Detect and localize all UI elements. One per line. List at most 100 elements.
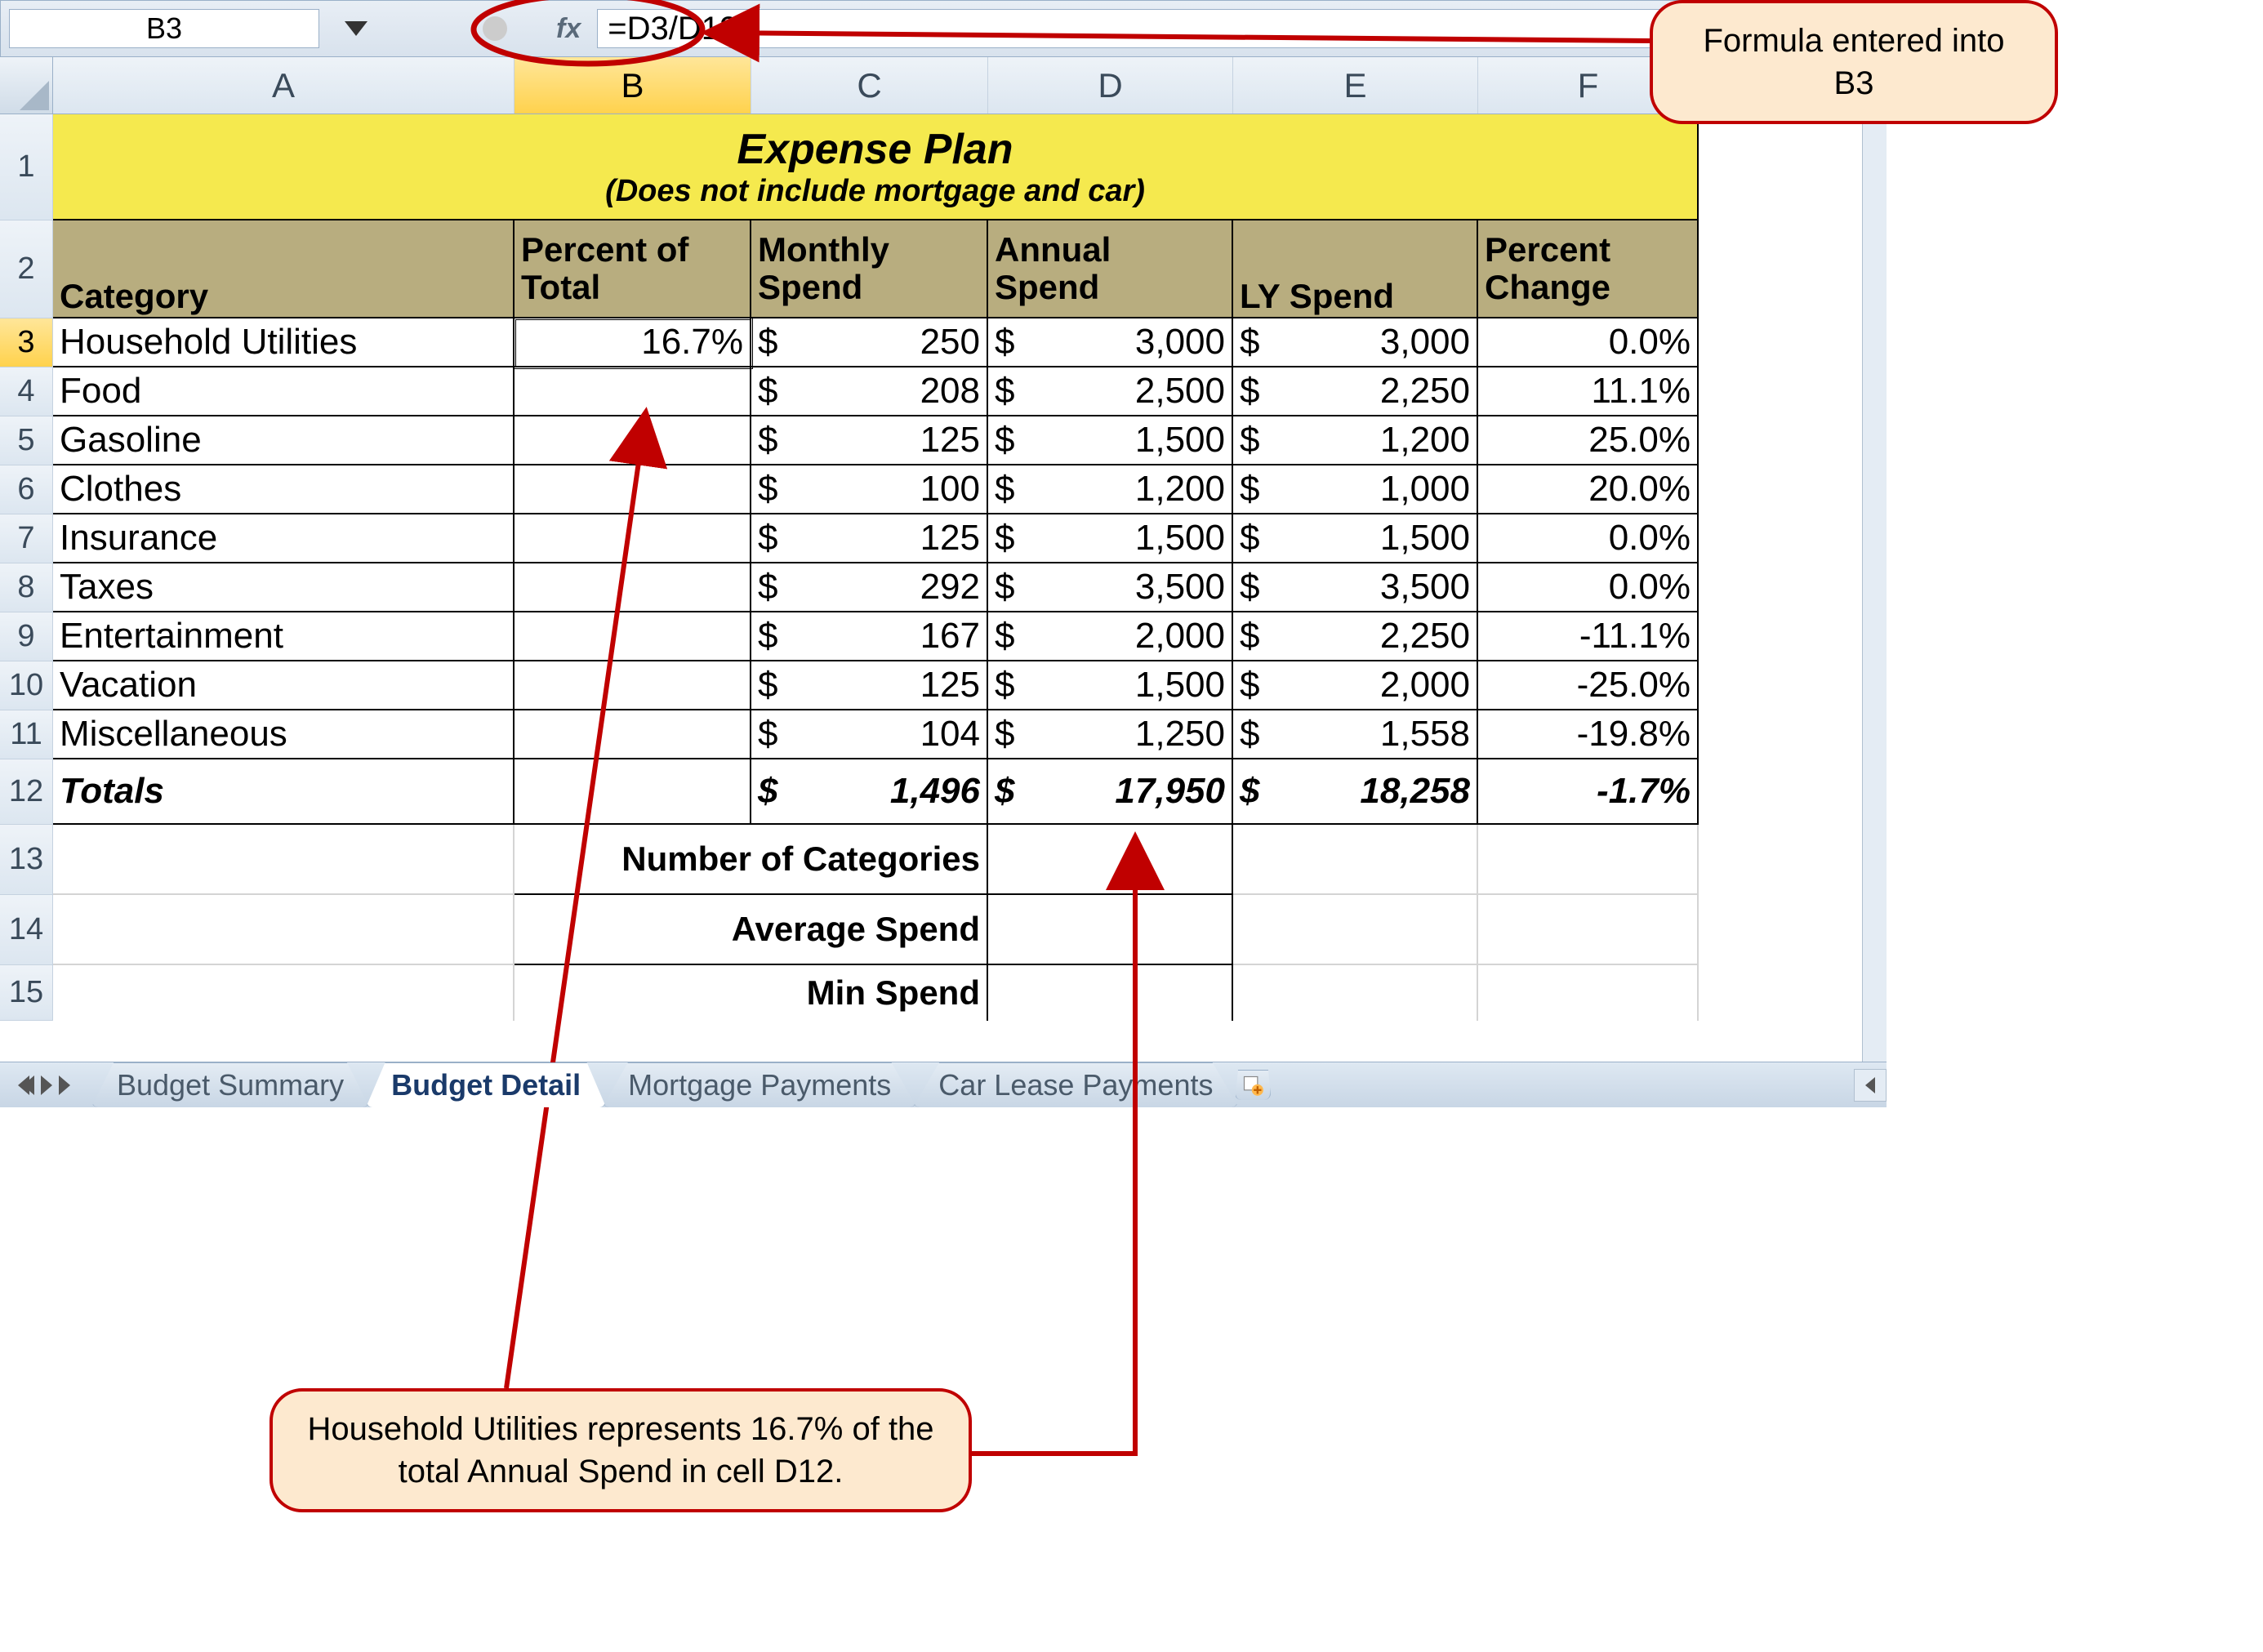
cell-monthly[interactable]: $100 bbox=[751, 465, 988, 514]
title-merged-cell[interactable]: Expense Plan (Does not include mortgage … bbox=[53, 114, 1699, 220]
hdr-monthly[interactable]: MonthlySpend bbox=[751, 220, 988, 318]
row-header-4[interactable]: 4 bbox=[0, 367, 53, 416]
cell-change[interactable]: 25.0% bbox=[1478, 416, 1699, 465]
row-header-1[interactable]: 1 bbox=[0, 114, 53, 220]
col-header-C[interactable]: C bbox=[751, 57, 988, 114]
row-header-6[interactable]: 6 bbox=[0, 465, 53, 514]
cell-change[interactable]: 0.0% bbox=[1478, 318, 1699, 367]
cell-percent[interactable] bbox=[515, 416, 751, 465]
cell-change[interactable]: -19.8% bbox=[1478, 710, 1699, 759]
cell-D15[interactable] bbox=[988, 965, 1233, 1021]
cell-ly[interactable]: $3,500 bbox=[1233, 563, 1478, 612]
row-header-3[interactable]: 3 bbox=[0, 318, 53, 367]
cell-change[interactable]: 0.0% bbox=[1478, 514, 1699, 563]
cell-change[interactable]: 20.0% bbox=[1478, 465, 1699, 514]
cell-category[interactable]: Insurance bbox=[53, 514, 515, 563]
cell-E13[interactable] bbox=[1233, 825, 1478, 895]
cell-percent[interactable] bbox=[515, 710, 751, 759]
tab-budget-detail[interactable]: Budget Detail bbox=[366, 1062, 606, 1107]
fx-cancel-icon[interactable] bbox=[483, 16, 507, 41]
cell-F15[interactable] bbox=[1478, 965, 1699, 1021]
cell-change[interactable]: 11.1% bbox=[1478, 367, 1699, 416]
label-avg-spend[interactable]: Average Spend bbox=[515, 895, 988, 965]
row-header-11[interactable]: 11 bbox=[0, 710, 53, 759]
row-header-7[interactable]: 7 bbox=[0, 514, 53, 563]
cell-monthly[interactable]: $125 bbox=[751, 416, 988, 465]
cell-annual[interactable]: $2,500 bbox=[988, 367, 1233, 416]
cell-annual[interactable]: $1,250 bbox=[988, 710, 1233, 759]
row-header-8[interactable]: 8 bbox=[0, 563, 53, 612]
row-header-13[interactable]: 13 bbox=[0, 825, 53, 895]
cell-monthly[interactable]: $250 bbox=[751, 318, 988, 367]
tab-mortgage-payments[interactable]: Mortgage Payments bbox=[603, 1062, 916, 1107]
cell-percent[interactable] bbox=[515, 367, 751, 416]
col-header-D[interactable]: D bbox=[988, 57, 1233, 114]
cell-ly[interactable]: $1,500 bbox=[1233, 514, 1478, 563]
cell-annual[interactable]: $1,500 bbox=[988, 661, 1233, 710]
cell-percent[interactable] bbox=[515, 661, 751, 710]
totals-pct[interactable] bbox=[515, 759, 751, 825]
cell-annual[interactable]: $1,500 bbox=[988, 514, 1233, 563]
row-header-5[interactable]: 5 bbox=[0, 416, 53, 465]
new-sheet-button[interactable] bbox=[1235, 1070, 1271, 1100]
cell-A14[interactable] bbox=[53, 895, 515, 965]
cell-A13[interactable] bbox=[53, 825, 515, 895]
hdr-change[interactable]: PercentChange bbox=[1478, 220, 1699, 318]
cell-change[interactable]: -11.1% bbox=[1478, 612, 1699, 661]
cell-F13[interactable] bbox=[1478, 825, 1699, 895]
cell-annual[interactable]: $2,000 bbox=[988, 612, 1233, 661]
cell-A15[interactable] bbox=[53, 965, 515, 1021]
cell-annual[interactable]: $3,500 bbox=[988, 563, 1233, 612]
cell-ly[interactable]: $2,250 bbox=[1233, 612, 1478, 661]
cell-E14[interactable] bbox=[1233, 895, 1478, 965]
cell-monthly[interactable]: $167 bbox=[751, 612, 988, 661]
cell-percent[interactable] bbox=[515, 465, 751, 514]
label-min-spend[interactable]: Min Spend bbox=[515, 965, 988, 1021]
col-header-B[interactable]: B bbox=[515, 57, 751, 114]
vertical-scrollbar[interactable] bbox=[1862, 114, 1887, 1062]
tab-car-lease-payments[interactable]: Car Lease Payments bbox=[913, 1062, 1238, 1107]
cell-percent[interactable]: 16.7% bbox=[515, 318, 751, 367]
hdr-percent[interactable]: Percent ofTotal bbox=[515, 220, 751, 318]
row-header-10[interactable]: 10 bbox=[0, 661, 53, 710]
totals-ly[interactable]: $18,258 bbox=[1233, 759, 1478, 825]
cell-E15[interactable] bbox=[1233, 965, 1478, 1021]
cell-monthly[interactable]: $104 bbox=[751, 710, 988, 759]
cell-percent[interactable] bbox=[515, 563, 751, 612]
cell-ly[interactable]: $2,250 bbox=[1233, 367, 1478, 416]
tab-nav-next-icon[interactable] bbox=[41, 1075, 52, 1095]
cell-D14[interactable] bbox=[988, 895, 1233, 965]
cell-ly[interactable]: $1,200 bbox=[1233, 416, 1478, 465]
totals-annual[interactable]: $17,950 bbox=[988, 759, 1233, 825]
cell-D13[interactable] bbox=[988, 825, 1233, 895]
totals-label[interactable]: Totals bbox=[53, 759, 515, 825]
cell-annual[interactable]: $3,000 bbox=[988, 318, 1233, 367]
hdr-annual[interactable]: AnnualSpend bbox=[988, 220, 1233, 318]
formula-input[interactable]: =D3/D12 bbox=[597, 9, 1822, 48]
name-box[interactable]: B3 bbox=[9, 9, 319, 48]
cell-percent[interactable] bbox=[515, 514, 751, 563]
row-header-9[interactable]: 9 bbox=[0, 612, 53, 661]
row-header-14[interactable]: 14 bbox=[0, 895, 53, 965]
cell-percent[interactable] bbox=[515, 612, 751, 661]
cell-ly[interactable]: $2,000 bbox=[1233, 661, 1478, 710]
fx-button[interactable]: fx bbox=[556, 13, 581, 45]
cell-change[interactable]: -25.0% bbox=[1478, 661, 1699, 710]
cell-monthly[interactable]: $208 bbox=[751, 367, 988, 416]
cell-monthly[interactable]: $125 bbox=[751, 514, 988, 563]
cell-ly[interactable]: $1,000 bbox=[1233, 465, 1478, 514]
totals-monthly[interactable]: $1,496 bbox=[751, 759, 988, 825]
col-header-E[interactable]: E bbox=[1233, 57, 1478, 114]
cell-category[interactable]: Gasoline bbox=[53, 416, 515, 465]
cell-ly[interactable]: $1,558 bbox=[1233, 710, 1478, 759]
row-header-2[interactable]: 2 bbox=[0, 220, 53, 318]
row-header-12[interactable]: 12 bbox=[0, 759, 53, 825]
cell-change[interactable]: 0.0% bbox=[1478, 563, 1699, 612]
cell-annual[interactable]: $1,200 bbox=[988, 465, 1233, 514]
row-header-15[interactable]: 15 bbox=[0, 965, 53, 1021]
cell-annual[interactable]: $1,500 bbox=[988, 416, 1233, 465]
cell-ly[interactable]: $3,000 bbox=[1233, 318, 1478, 367]
totals-chg[interactable]: -1.7% bbox=[1478, 759, 1699, 825]
hscroll-left-button[interactable] bbox=[1854, 1069, 1887, 1102]
hdr-category[interactable]: Category bbox=[53, 220, 515, 318]
